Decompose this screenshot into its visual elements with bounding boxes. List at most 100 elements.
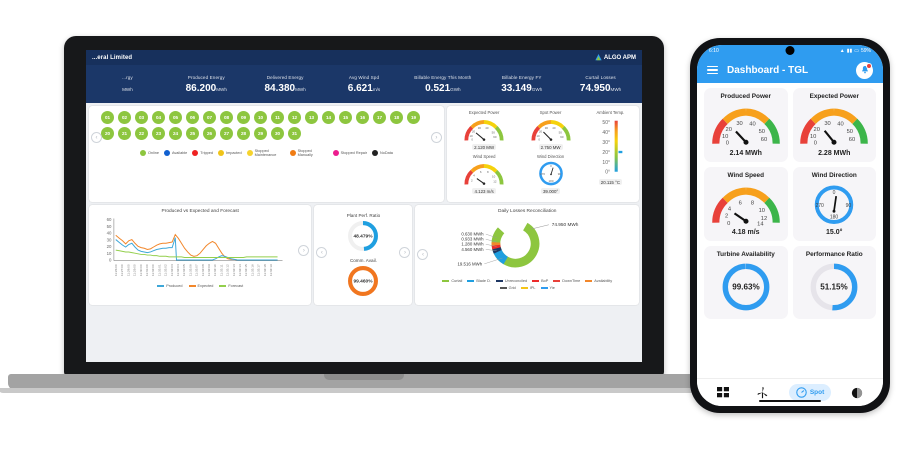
card-produced-power[interactable]: Produced Power 20 30 40 10 50 0 60 — [704, 88, 788, 162]
legend-swatch — [219, 285, 227, 287]
tab-pie[interactable] — [844, 384, 870, 402]
turbine-chip-09[interactable]: 09 — [237, 111, 250, 124]
kpi-unit: MWh — [610, 86, 622, 92]
kpi-item-billable-fy: Billable Energy FY 33.149GWh — [482, 75, 561, 94]
live-gauges-panel: Expected Power 20 30 40 10 — [446, 106, 639, 202]
card-wind-speed[interactable]: Wind Speed 6 8 4 10 2 12 0 14 — [704, 167, 788, 241]
card-performance-ratio[interactable]: Performance Ratio 51.15% — [792, 246, 876, 319]
laptop-lid: ...eral Limited ALGO APM ...rgy MWh — [64, 36, 664, 376]
kpi-number: 0.521 — [425, 82, 451, 94]
kpi-value: 86.200MWh — [169, 83, 244, 94]
turbine-chip-10[interactable]: 10 — [254, 111, 267, 124]
tab-turbine[interactable] — [749, 383, 776, 402]
turbine-grid: 01 02 03 04 05 06 07 08 09 10 11 12 13 14 15 16 17 18 19 20… — [101, 111, 432, 140]
svg-text:50: 50 — [107, 224, 112, 229]
losses-callout-3: 1.280 MWh — [462, 242, 485, 247]
svg-text:0: 0 — [727, 221, 730, 227]
turbine-chip-01[interactable]: 01 — [101, 111, 114, 124]
turbine-chip-02[interactable]: 02 — [118, 111, 131, 124]
legend-swatch — [157, 285, 165, 287]
kpi-value: 84.380MWh — [248, 83, 323, 94]
svg-text:0: 0 — [538, 137, 540, 141]
legend-item: Stopped Manually — [289, 149, 328, 158]
turbine-chip-06[interactable]: 06 — [186, 111, 199, 124]
wifi-icon: ▲ — [839, 48, 845, 54]
turbine-chip-28[interactable]: 28 — [237, 127, 250, 140]
legend-item: Available — [163, 150, 187, 157]
turbine-chip-13[interactable]: 13 — [305, 111, 318, 124]
tab-spot[interactable]: Spot — [788, 384, 832, 401]
ratio-next-arrow[interactable]: › — [399, 247, 411, 258]
daily-losses-panel: Daily Losses Reconciliation ‹ — [415, 205, 640, 305]
svg-text:60: 60 — [849, 137, 855, 143]
legend-swatch — [495, 280, 503, 282]
turbine-chip-25[interactable]: 25 — [186, 127, 199, 140]
turbine-chip-20[interactable]: 20 — [101, 127, 114, 140]
card-turbine-availability[interactable]: Turbine Availability 99.63% — [704, 246, 788, 319]
performance-ratio-value: 51.15% — [821, 283, 848, 292]
chart-next-arrow[interactable]: › — [298, 245, 310, 256]
turbine-chip-08[interactable]: 08 — [220, 111, 233, 124]
ambient-temperature-panel: Ambient Temp. — [584, 110, 637, 200]
legend-dot — [332, 150, 339, 157]
status-icons: ▲ ▮▮ ▭ 59% — [840, 48, 871, 54]
laptop-device: ...eral Limited ALGO APM ...rgy MWh — [0, 36, 730, 393]
turbine-chip-19[interactable]: 19 — [407, 111, 420, 124]
svg-text:60: 60 — [560, 135, 564, 139]
legend-produced: Produced — [157, 284, 183, 288]
turbine-chip-17[interactable]: 17 — [373, 111, 386, 124]
turbine-chip-18[interactable]: 18 — [390, 111, 403, 124]
notification-bell-icon[interactable] — [856, 61, 873, 79]
card-wind-direction[interactable]: Wind Direction 0 90 180 270 15.0° — [792, 167, 876, 241]
turbine-chip-05[interactable]: 05 — [169, 111, 182, 124]
losses-callout-2: 0.933 MWh — [462, 237, 485, 242]
legend-label: Curtail — [451, 279, 463, 283]
turbine-chip-21[interactable]: 21 — [118, 127, 131, 140]
svg-text:6: 6 — [738, 201, 741, 207]
turbine-chip-26[interactable]: 26 — [203, 127, 216, 140]
svg-text:10°: 10° — [603, 160, 611, 166]
legend-label: Stopped Repair — [340, 151, 368, 156]
svg-text:11:32:15: 11:32:15 — [244, 264, 248, 276]
turbine-chip-12[interactable]: 12 — [288, 111, 301, 124]
turbine-chip-29[interactable]: 29 — [254, 127, 267, 140]
grid-icon — [716, 386, 729, 397]
turbine-chip-04[interactable]: 04 — [152, 111, 165, 124]
losses-prev-arrow[interactable]: ‹ — [417, 249, 429, 260]
hamburger-icon[interactable] — [707, 65, 718, 75]
turbine-prev-arrow[interactable]: ‹ — [91, 132, 102, 143]
svg-text:180: 180 — [548, 179, 553, 183]
turbine-chip-07[interactable]: 07 — [203, 111, 216, 124]
kpi-label: Avg Wind Spd — [348, 74, 380, 80]
svg-text:6: 6 — [480, 170, 482, 174]
turbine-chip-24[interactable]: 24 — [169, 127, 182, 140]
tab-grid[interactable] — [710, 384, 736, 402]
card-value: 2.14 MWh — [729, 150, 762, 157]
turbine-chip-11[interactable]: 11 — [271, 111, 284, 124]
svg-text:0: 0 — [725, 140, 728, 146]
turbine-chip-22[interactable]: 22 — [135, 127, 148, 140]
turbine-chip-14[interactable]: 14 — [322, 111, 335, 124]
legend-item: Yie — [540, 286, 555, 290]
legend-label: Forecast — [228, 284, 244, 288]
turbine-chip-30[interactable]: 30 — [271, 127, 284, 140]
phone-screen: 6:10 ▲ ▮▮ ▭ 59% Dashboard - TGL — [697, 45, 883, 406]
turbine-chip-03[interactable]: 03 — [135, 111, 148, 124]
phone-dashboard-cards: Produced Power 20 30 40 10 50 0 60 — [697, 83, 883, 378]
losses-callout-1: 0.630 MWh — [462, 232, 485, 237]
turbine-chip-31[interactable]: 31 — [288, 127, 301, 140]
losses-callout-main: 74.950 MWh — [552, 222, 579, 227]
legend-item: Grid — [499, 286, 516, 290]
turbine-chip-15[interactable]: 15 — [339, 111, 352, 124]
turbine-chip-23[interactable]: 23 — [152, 127, 165, 140]
legend-item: Availability — [585, 279, 612, 283]
svg-text:11:32:17: 11:32:17 — [257, 264, 261, 276]
card-expected-power[interactable]: Expected Power 20 30 40 10 50 0 60 — [792, 88, 876, 162]
ratio-prev-arrow[interactable]: ‹ — [316, 247, 328, 258]
turbine-next-arrow[interactable]: › — [430, 132, 442, 143]
svg-text:11:32:16: 11:32:16 — [250, 264, 254, 276]
turbine-chip-27[interactable]: 27 — [220, 127, 233, 140]
svg-text:0°: 0° — [606, 169, 611, 175]
turbine-chip-16[interactable]: 16 — [356, 111, 369, 124]
card-title: Performance Ratio — [805, 251, 863, 258]
